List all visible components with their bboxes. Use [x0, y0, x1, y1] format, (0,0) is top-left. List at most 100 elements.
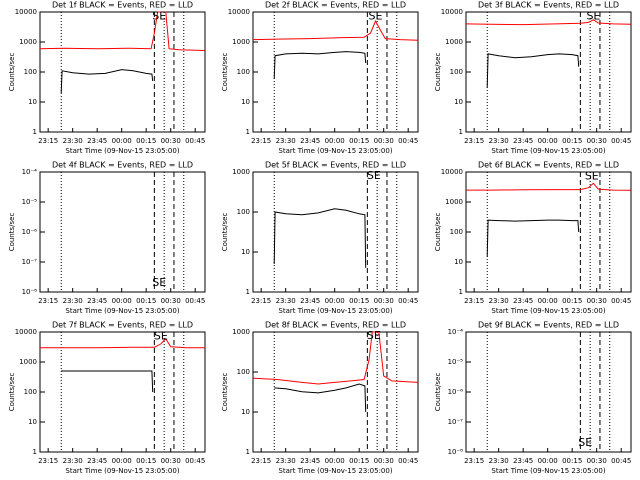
data-line [465, 19, 632, 26]
y-tick-label: 10 [28, 98, 37, 106]
plot-frame [39, 171, 206, 293]
x-tick-label: 00:00 [112, 457, 132, 465]
x-tick-label: 23:15 [251, 137, 271, 145]
y-axis-label: Counts/sec [434, 53, 442, 92]
y-tick-label: 1 [459, 288, 463, 296]
x-tick-label: 23:30 [489, 297, 509, 305]
plot-frame [252, 331, 419, 453]
y-tick-label: 100 [24, 68, 37, 76]
data-line [252, 331, 419, 385]
x-tick-label: 00:45 [611, 297, 631, 305]
x-tick-label: 23:45 [87, 297, 107, 305]
x-tick-label: 00:00 [325, 137, 345, 145]
panel-title: Det 6f BLACK = Events, RED = LLD [478, 161, 619, 170]
y-axis-label: Counts/sec [221, 53, 229, 92]
y-tick-label: 10 [241, 98, 250, 106]
y-tick-label: 10000 [15, 328, 37, 336]
x-tick-label: 00:45 [398, 457, 418, 465]
x-tick-label: 23:45 [513, 137, 533, 145]
x-tick-label: 23:30 [489, 457, 509, 465]
x-tick-label: 00:15 [349, 297, 369, 305]
x-axis-label: Start Time (09-Nov-15 23:05:00) [278, 467, 392, 475]
x-tick-label: 00:15 [349, 137, 369, 145]
y-tick-label: 1000 [232, 38, 250, 46]
x-tick-label: 23:15 [38, 457, 58, 465]
data-line [61, 370, 154, 393]
y-axis-label: Counts/sec [221, 373, 229, 412]
y-tick-label: 10⁻⁴ [22, 168, 38, 176]
annotation: SE [586, 10, 600, 23]
data-line [273, 208, 367, 268]
x-tick-label: 00:15 [136, 297, 156, 305]
y-tick-label: 1000 [19, 358, 37, 366]
plot-frame [252, 171, 419, 293]
x-tick-label: 00:30 [587, 297, 607, 305]
y-tick-label: 10 [241, 408, 250, 416]
y-tick-label: 10000 [228, 8, 250, 16]
y-tick-label: 10⁻⁴ [448, 328, 464, 336]
x-tick-label: 23:15 [464, 297, 484, 305]
x-tick-label: 00:45 [185, 297, 205, 305]
x-tick-label: 00:00 [112, 137, 132, 145]
y-tick-label: 10 [454, 258, 463, 266]
annotation: SE [369, 10, 383, 23]
x-tick-label: 23:15 [251, 457, 271, 465]
y-tick-label: 10⁻⁶ [448, 388, 464, 396]
x-tick-label: 23:45 [513, 457, 533, 465]
y-tick-label: 1 [33, 448, 37, 456]
panel-title: Det 2f BLACK = Events, RED = LLD [265, 1, 406, 10]
panel-title: Det 4f BLACK = Events, RED = LLD [52, 161, 193, 170]
panel-title: Det 1f BLACK = Events, RED = LLD [52, 1, 193, 10]
x-tick-label: 23:45 [300, 137, 320, 145]
y-tick-label: 1000 [445, 38, 463, 46]
panel-title: Det 3f BLACK = Events, RED = LLD [478, 1, 619, 10]
x-tick-label: 00:45 [185, 137, 205, 145]
annotation: SE [152, 276, 166, 289]
y-axis-label: Counts/sec [8, 53, 16, 92]
y-tick-label: 100 [450, 228, 463, 236]
y-axis-label: Counts/sec [434, 373, 442, 412]
y-axis-label: Counts/sec [8, 213, 16, 252]
x-tick-label: 00:15 [136, 137, 156, 145]
y-tick-label: 100 [237, 368, 250, 376]
data-line [486, 219, 580, 257]
y-tick-label: 100 [24, 388, 37, 396]
x-tick-label: 23:15 [38, 297, 58, 305]
plot-frame [39, 11, 206, 133]
x-tick-label: 00:30 [587, 457, 607, 465]
x-tick-label: 00:15 [562, 457, 582, 465]
y-tick-label: 10 [28, 418, 37, 426]
annotation: SE [367, 329, 381, 342]
x-tick-label: 00:00 [325, 297, 345, 305]
plot-frame [465, 331, 632, 453]
y-tick-label: 1 [33, 128, 37, 136]
y-tick-label: 1000 [445, 198, 463, 206]
x-tick-label: 00:30 [374, 137, 394, 145]
y-axis-label: Counts/sec [434, 213, 442, 252]
annotation: SE [578, 436, 592, 449]
data-line [273, 51, 367, 79]
x-axis-label: Start Time (09-Nov-15 23:05:00) [65, 147, 179, 155]
data-line [60, 69, 154, 94]
x-tick-label: 00:00 [325, 457, 345, 465]
x-tick-label: 00:15 [562, 297, 582, 305]
data-line [40, 337, 205, 349]
x-tick-label: 00:45 [611, 137, 631, 145]
y-tick-label: 100 [450, 68, 463, 76]
y-tick-label: 10 [454, 98, 463, 106]
panel-title: Det 8f BLACK = Events, RED = LLD [265, 321, 406, 330]
y-tick-label: 10000 [441, 8, 463, 16]
data-line [486, 53, 580, 88]
panel-title: Det 9f BLACK = Events, RED = LLD [478, 321, 619, 330]
x-tick-label: 23:30 [63, 297, 83, 305]
y-tick-label: 1000 [19, 38, 37, 46]
annotation: SE [152, 10, 166, 23]
y-tick-label: 1 [246, 448, 250, 456]
annotation: SE [367, 169, 381, 182]
y-tick-label: 1 [459, 128, 463, 136]
x-tick-label: 23:30 [276, 297, 296, 305]
x-axis-label: Start Time (09-Nov-15 23:05:00) [65, 467, 179, 475]
x-tick-label: 00:45 [398, 137, 418, 145]
y-tick-label: 100 [237, 208, 250, 216]
annotation: SE [154, 330, 168, 343]
